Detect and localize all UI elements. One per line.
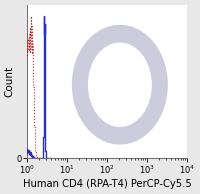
Ellipse shape xyxy=(135,108,152,122)
X-axis label: Human CD4 (RPA-T4) PerCP-Cy5.5: Human CD4 (RPA-T4) PerCP-Cy5.5 xyxy=(23,179,191,189)
Ellipse shape xyxy=(88,42,152,127)
Ellipse shape xyxy=(72,25,168,145)
Y-axis label: Count: Count xyxy=(5,66,15,97)
